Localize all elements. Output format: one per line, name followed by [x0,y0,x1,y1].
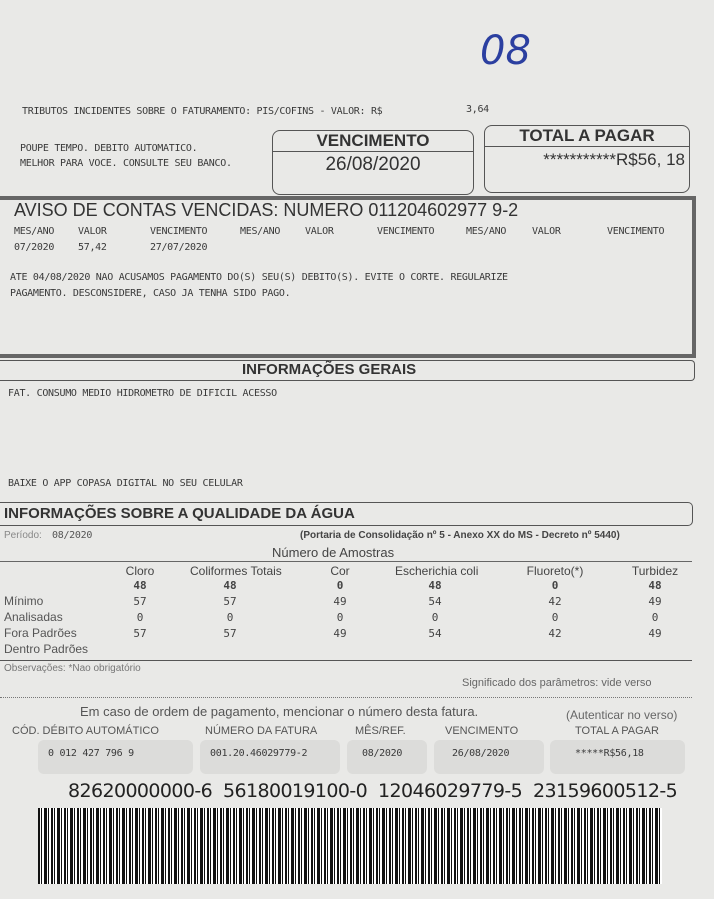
vencimento-value: 26/08/2020 [325,154,421,175]
quality-column-header: Fluoreto(*) [526,564,584,578]
quality-header-bar [0,502,693,526]
aviso-header: MES/ANO [14,226,55,237]
aviso-header: VENCIMENTO [150,226,208,237]
quality-column-header: Escherichia coli [395,564,479,578]
quality-cell: 49 [648,595,662,608]
quality-cell: 57 [133,595,147,608]
quality-cell: 49 [333,627,347,640]
quality-overprint: 48 [428,579,442,592]
aviso-header: VALOR [78,226,107,237]
stub-value-venc: 26/08/2020 [452,748,510,759]
quality-column-header: Cloro [125,564,155,578]
aviso-title: AVISO DE CONTAS VENCIDAS: NUMERO 0112046… [14,200,519,220]
stub-value-total: *****R$56,18 [575,748,644,759]
quality-cell: 49 [333,595,347,608]
aviso-header: VALOR [532,226,561,237]
quality-column-header: Turbidez [631,564,679,578]
aviso-due: 27/07/2020 [150,242,208,253]
quality-overprint: 48 [223,579,237,592]
quality-row-label: Fora Padrões [4,626,77,640]
total-box: TOTAL A PAGAR ***********R$56, 18 [484,125,690,193]
info-title: INFORMAÇÕES GERAIS [242,361,417,378]
aviso-header: MES/ANO [240,226,281,237]
barcode-digits: 82620000000-6 56180019100-0 12046029779-… [68,780,678,802]
quality-cell: 42 [548,627,562,640]
quality-cell: 0 [136,611,144,624]
quality-cell: 54 [428,627,442,640]
stub-label-fatura: NÚMERO DA FATURA [205,725,318,737]
quality-overprint: 0 [551,579,559,592]
quality-subtitle: (Portaria de Consolidação nº 5 - Anexo X… [300,530,620,541]
stub-auth: (Autenticar no verso) [566,708,678,722]
aviso-message-1: ATE 04/08/2020 NAO ACUSAMOS PAGAMENTO DO… [10,272,508,283]
tributos-value: 3,64 [466,104,489,115]
quality-row-label: Analisadas [4,610,63,624]
total-value: ***********R$56, 18 [543,150,685,169]
quality-overprint: 48 [648,579,662,592]
quality-cell: 54 [428,595,442,608]
quality-column-header: Cor [330,564,350,578]
stub-label-debito: CÓD. DÉBITO AUTOMÁTICO [12,725,159,737]
info-header-bar [0,360,695,381]
quality-overprint: 48 [133,579,147,592]
info-line-2: BAIXE O APP COPASA DIGITAL NO SEU CELULA… [8,478,243,489]
quality-period: 08/2020 [52,530,93,541]
aviso-month: 07/2020 [14,242,55,253]
quality-cell: 0 [431,611,439,624]
promo-line-1: POUPE TEMPO. DEBITO AUTOMATICO. [20,143,198,154]
aviso-header: VENCIMENTO [607,226,665,237]
tributos-label: TRIBUTOS INCIDENTES SOBRE O FATURAMENTO:… [22,106,383,117]
aviso-header: MES/ANO [466,226,507,237]
aviso-header: VALOR [305,226,334,237]
aviso-header: VENCIMENTO [377,226,435,237]
stub-label-total: TOTAL A PAGAR [575,725,659,737]
period-label: Período: [4,530,42,541]
stub-value-mesref: 08/2020 [362,748,403,759]
info-line-1: FAT. CONSUMO MEDIO HIDROMETRO DE DIFICIL… [8,388,277,399]
stub-notice: Em caso de ordem de pagamento, mencionar… [80,704,479,719]
quality-row-label: Dentro Padrões [4,642,89,656]
quality-overprint: 0 [336,579,344,592]
quality-cell: 0 [226,611,234,624]
quality-cell: 0 [551,611,559,624]
quality-cell: 57 [133,627,147,640]
stub-value-debito: 0 012 427 796 9 [48,748,134,759]
aviso-message-2: PAGAMENTO. DESCONSIDERE, CASO JA TENHA S… [10,288,291,299]
quality-cell: 57 [223,595,237,608]
quality-cell: 49 [648,627,662,640]
quality-meaning: Significado dos parâmetros: vide verso [462,677,652,689]
cut-line [0,697,692,698]
stub-value-fatura: 001.20.46029779-2 [210,748,308,759]
quality-cell: 0 [336,611,344,624]
aviso-box [0,196,696,358]
total-label: TOTAL A PAGAR [485,126,689,147]
quality-title: INFORMAÇÕES SOBRE A QUALIDADE DA ÁGUA [4,505,355,522]
samples-label: Número de Amostras [272,545,395,560]
stub-label-mesref: MÊS/REF. [355,725,406,737]
vencimento-box: VENCIMENTO 26/08/2020 [272,130,474,195]
barcode [38,808,662,884]
promo-line-2: MELHOR PARA VOCE. CONSULTE SEU BANCO. [20,158,232,169]
quality-row-label: Mínimo [4,594,44,608]
quality-cell: 0 [651,611,659,624]
vencimento-label: VENCIMENTO [273,131,473,152]
quality-cell: 42 [548,595,562,608]
stub-label-venc: VENCIMENTO [445,725,519,737]
quality-cell: 57 [223,627,237,640]
handwritten-note: 08 [480,28,531,74]
quality-column-header: Coliformes Totais [190,564,282,578]
quality-obs: Observações: *Nao obrigatório [4,663,141,674]
aviso-value: 57,42 [78,242,107,253]
